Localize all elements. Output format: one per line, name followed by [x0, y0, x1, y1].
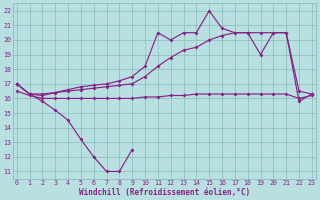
- X-axis label: Windchill (Refroidissement éolien,°C): Windchill (Refroidissement éolien,°C): [79, 188, 250, 197]
